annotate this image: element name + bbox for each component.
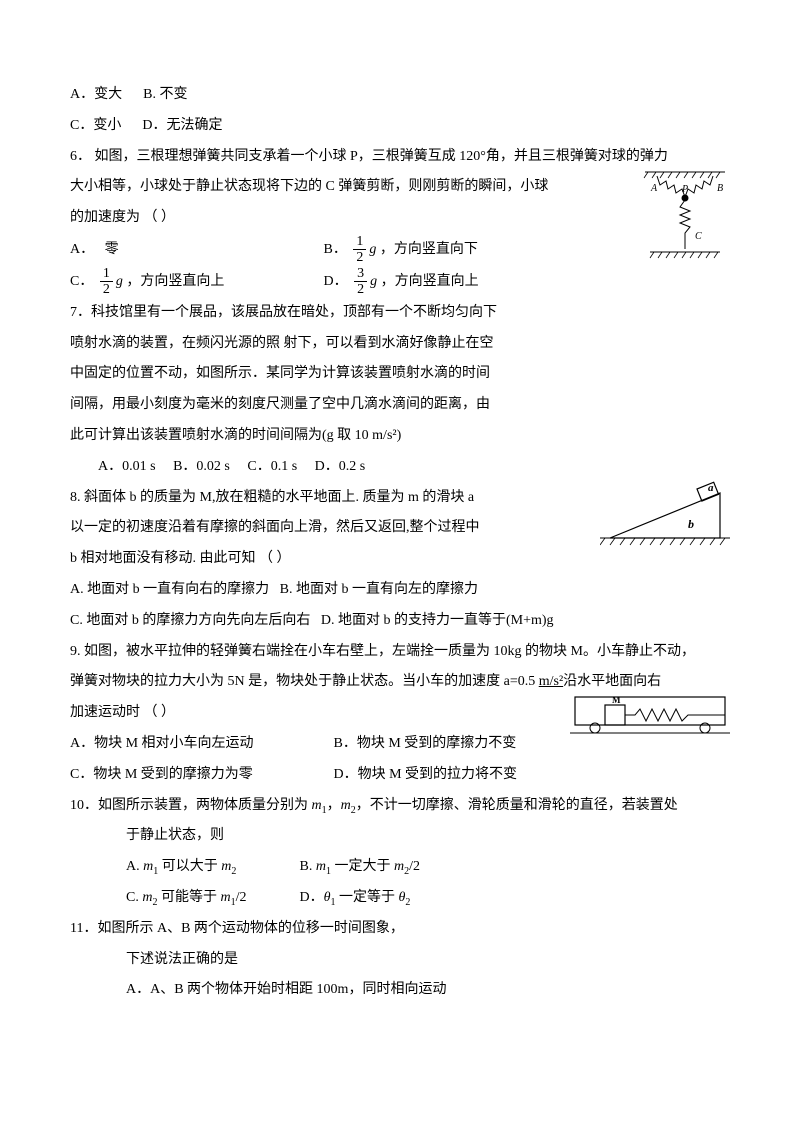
q7-l1: 7．科技馆里有一个展品，该展品放在暗处，顶部有一个不断均匀向下 [70, 298, 730, 329]
q5-options-row1: A．变大 B. 不变 [70, 80, 730, 111]
svg-text:A: A [650, 183, 658, 194]
svg-text:a: a [708, 482, 714, 494]
q5-optC: C．变小 [70, 118, 121, 133]
q9-l3: 加速运动时 （ ） [70, 698, 730, 729]
q6-stem-3: 的加速度为 （ ） [70, 203, 730, 234]
q10-options-row2: C. m2 可能等于 m1/2 D．θ1 一定等于 θ2 [70, 883, 730, 914]
q10-options-row1: A. m1 可以大于 m2 B. m1 一定大于 m2/2 [70, 852, 730, 883]
q9-options-row2: C．物块 M 受到的摩擦力为零 D．物块 M 受到的拉力将不变 [70, 760, 730, 791]
q7-l4: 间隔，用最小刻度为毫米的刻度尺测量了空中几滴水滴间的距离，由 [70, 390, 730, 421]
svg-text:P: P [681, 184, 688, 195]
q11-optA: A．A、B 两个物体开始时相距 100m，同时相向运动 [70, 975, 730, 1006]
q6-options-row1: A． 零 B． 1 2 g ，方向竖直向下 [70, 234, 730, 266]
q9-l2: 弹簧对物块的拉力大小为 5N 是，物块处于静止状态。当小车的加速度 a=0.5 … [70, 667, 730, 698]
q9-l1: 9. 如图，被水平拉伸的轻弹簧右端拴在小车右壁上，左端拴一质量为 10kg 的物… [70, 637, 730, 668]
q8-options-row1: A. 地面对 b 一直有向右的摩擦力 B. 地面对 b 一直有向左的摩擦力 [70, 575, 730, 606]
q9-options-row1: A．物块 M 相对小车向左运动 B．物块 M 受到的摩擦力不变 [70, 729, 730, 760]
q6-optB-frac: 1 2 [353, 234, 366, 266]
q5-optD: D．无法确定 [142, 118, 222, 133]
q7-l3: 中固定的位置不动，如图所示．某同学为计算该装置喷射水滴的时间 [70, 359, 730, 390]
q6-optD-frac: 3 2 [354, 266, 367, 298]
q6-optC-frac: 1 2 [100, 266, 113, 298]
q10-l1: 10．如图所示装置，两物体质量分别为 m1，m2，不计一切摩擦、滑轮质量和滑轮的… [70, 791, 730, 822]
q5-optB: B. 不变 [143, 87, 187, 102]
q8-l1: 8. 斜面体 b 的质量为 M,放在粗糙的水平地面上. 质量为 m 的滑块 a … [70, 483, 730, 514]
q8-options-row2: C. 地面对 b 的摩擦力方向先向左后向右 D. 地面对 b 的支持力一直等于(… [70, 606, 730, 637]
svg-text:B: B [717, 183, 723, 194]
q11-l1: 11．如图所示 A、B 两个运动物体的位移一时间图象， [70, 914, 730, 945]
q7-l5: 此可计算出该装置喷射水滴的时间间隔为(g 取 10 m/s²) [70, 421, 730, 452]
q5-options-row2: C．变小 D．无法确定 [70, 111, 730, 142]
q6-stem-2: 大小相等，小球处于静止状态现将下边的 C 弹簧剪断，则刚剪断的瞬间，小球 P A… [70, 172, 730, 203]
q8-l2: 以一定的初速度沿着有摩擦的斜面向上滑，然后又返回,整个过程中 [70, 513, 730, 544]
q8-l3: b 相对地面没有移动. 由此可知 （ ） [70, 544, 730, 575]
q6-options-row2: C． 1 2 g ，方向竖直向上 D． 3 2 g ，方向竖直向上 [70, 266, 730, 298]
q10-l2: 于静止状态，则 [70, 821, 730, 852]
q6-stem-1: 6． 如图，三根理想弹簧共同支承着一个小球 P，三根弹簧互成 120°角，并且三… [70, 142, 730, 173]
q11-l2: 下述说法正确的是 [70, 945, 730, 976]
q5-optA: A．变大 [70, 87, 122, 102]
q7-l2: 喷射水滴的装置，在频闪光源的照 射下，可以看到水滴好像静止在空 [70, 329, 730, 360]
